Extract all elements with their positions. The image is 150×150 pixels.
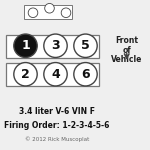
Bar xyxy=(6,34,99,58)
Text: 1: 1 xyxy=(21,39,30,52)
Text: 4: 4 xyxy=(51,68,60,81)
Text: Firing Order: 1-2-3-4-5-6: Firing Order: 1-2-3-4-5-6 xyxy=(4,122,110,130)
Ellipse shape xyxy=(74,34,97,57)
Ellipse shape xyxy=(44,63,67,86)
Ellipse shape xyxy=(74,63,97,86)
Ellipse shape xyxy=(61,8,71,18)
Text: Vehicle: Vehicle xyxy=(111,56,142,64)
Text: 6: 6 xyxy=(81,68,90,81)
Bar xyxy=(24,5,72,19)
Text: © 2012 Rick Muscoplat: © 2012 Rick Muscoplat xyxy=(25,137,89,142)
Ellipse shape xyxy=(28,8,38,18)
Bar xyxy=(6,63,99,86)
Ellipse shape xyxy=(45,3,54,13)
Text: 3: 3 xyxy=(51,39,60,52)
Text: 5: 5 xyxy=(81,39,90,52)
Ellipse shape xyxy=(14,34,37,57)
Text: 2: 2 xyxy=(21,68,30,81)
Text: Front: Front xyxy=(115,36,138,45)
Ellipse shape xyxy=(44,34,67,57)
Ellipse shape xyxy=(14,63,37,86)
Text: 3.4 liter V-6 VIN F: 3.4 liter V-6 VIN F xyxy=(19,106,95,116)
Text: of: of xyxy=(122,46,131,55)
